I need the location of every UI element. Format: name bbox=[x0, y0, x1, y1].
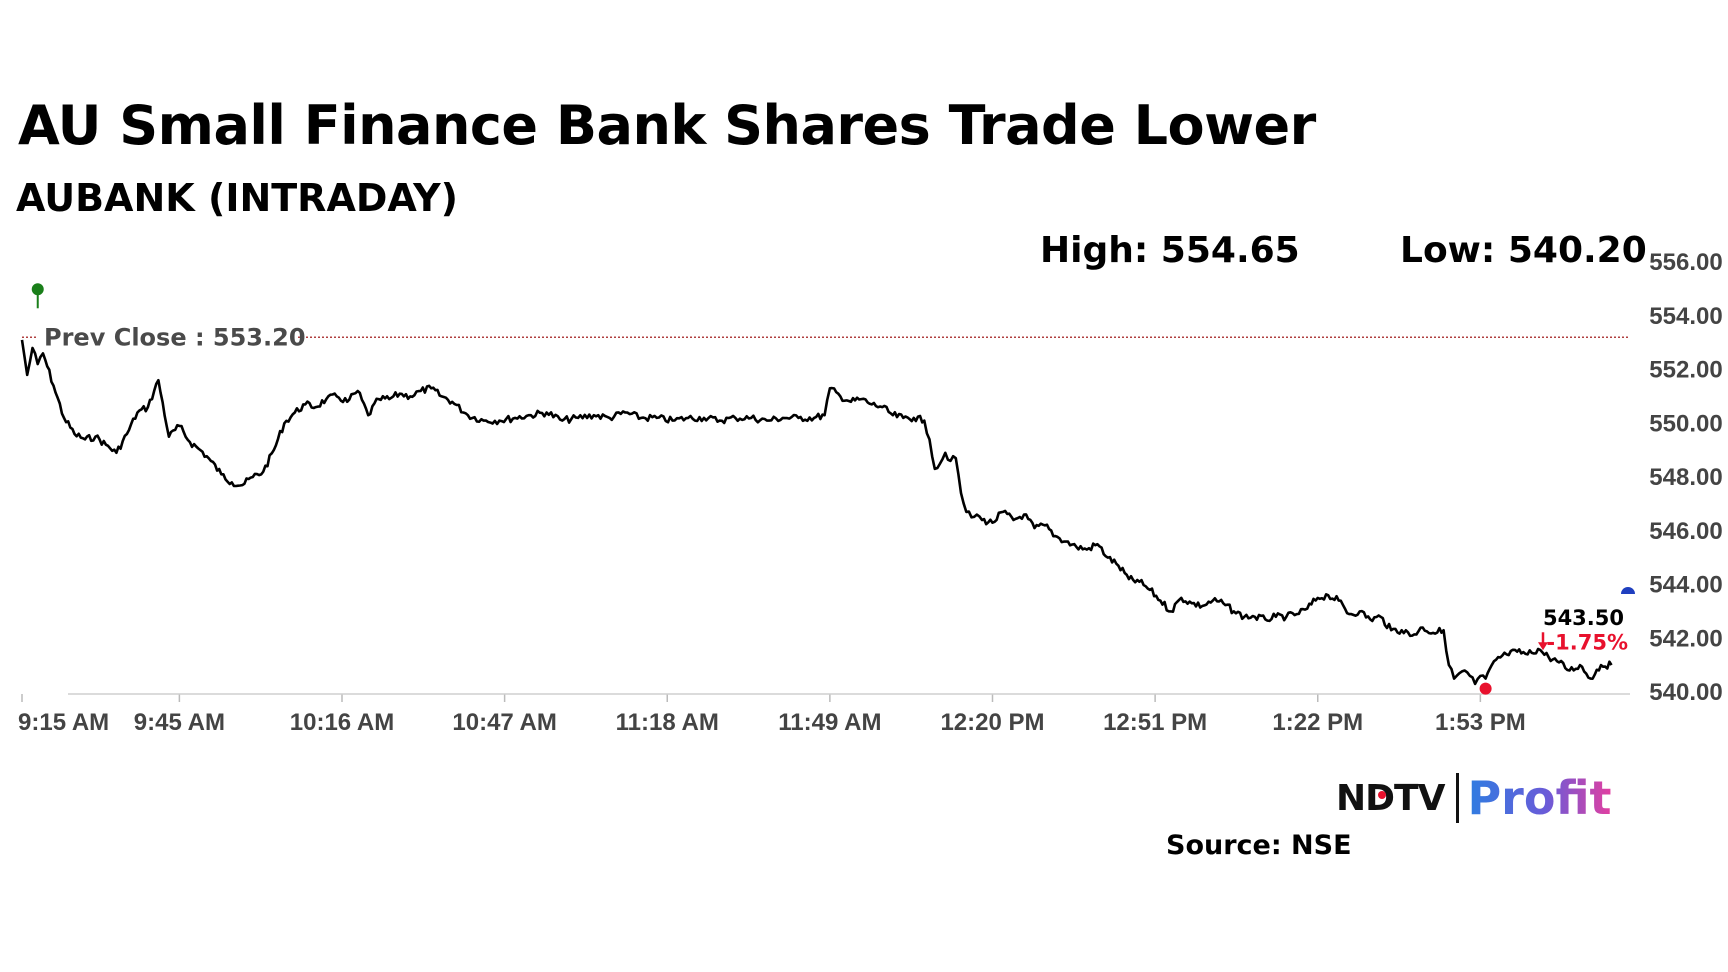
chart-subtitle: AUBANK (INTRADAY) bbox=[16, 176, 459, 220]
prev-close-label-bg bbox=[38, 323, 296, 352]
ndtv-profit-logo: NDTV Profit bbox=[1336, 770, 1612, 826]
price-series-line bbox=[20, 339, 1613, 686]
x-tick-label: 10:47 AM bbox=[452, 709, 556, 736]
logo-ndtv-text: NDTV bbox=[1336, 777, 1445, 819]
x-tick-label: 11:49 AM bbox=[778, 709, 881, 736]
x-axis-ticks: 9:15 AM 9:45 AM 10:16 AM 10:47 AM 11:18 AM 11… bbox=[18, 694, 1526, 736]
logo-red-dot bbox=[1378, 791, 1386, 799]
day-high-stat: High: 554.65 bbox=[1040, 230, 1300, 271]
day-low-stat: Low: 540.20 bbox=[1400, 230, 1647, 271]
arrow-down-icon bbox=[1538, 632, 1548, 651]
y-axis-ticks: 540.00 542.00 544.00 546.00 548.00 550.00 552.… bbox=[1649, 249, 1722, 706]
prev-close-label: Prev Close : 553.20 bbox=[44, 323, 306, 351]
y-tick-label: 556.00 bbox=[1649, 249, 1722, 276]
x-tick-label: 9:45 AM bbox=[134, 709, 225, 736]
y-tick-label: 542.00 bbox=[1649, 625, 1722, 652]
y-tick-label: 546.00 bbox=[1649, 518, 1722, 545]
source-note: Source: NSE bbox=[1166, 830, 1352, 861]
arrow-head bbox=[1538, 642, 1548, 651]
logo-divider bbox=[1456, 773, 1460, 823]
y-tick-label: 544.00 bbox=[1649, 572, 1722, 599]
day-high-marker bbox=[31, 283, 44, 309]
x-tick-label: 9:15 AM bbox=[18, 709, 109, 736]
x-tick-label: 1:53 PM bbox=[1435, 709, 1526, 736]
y-tick-label: 550.00 bbox=[1649, 410, 1722, 437]
high-marker-dot bbox=[31, 283, 44, 296]
logo-profit-text: Profit bbox=[1467, 771, 1612, 825]
x-tick-label: 10:16 AM bbox=[290, 709, 394, 736]
day-low-marker bbox=[1479, 682, 1492, 695]
x-tick-label: 12:20 PM bbox=[940, 709, 1044, 736]
last-price-marker bbox=[1621, 586, 1635, 594]
x-tick-label: 1:22 PM bbox=[1272, 709, 1363, 736]
change-percent-label: -1.75% bbox=[1546, 630, 1628, 654]
chart-title: AU Small Finance Bank Shares Trade Lower bbox=[18, 94, 1316, 157]
x-tick-label: 12:51 PM bbox=[1103, 709, 1207, 736]
y-tick-label: 540.00 bbox=[1649, 679, 1722, 706]
x-tick-label: 11:18 AM bbox=[616, 709, 719, 736]
y-tick-label: 548.00 bbox=[1649, 464, 1722, 491]
y-tick-label: 554.00 bbox=[1649, 303, 1722, 330]
y-tick-label: 552.00 bbox=[1649, 357, 1722, 384]
last-price-label: 543.50 bbox=[1543, 606, 1624, 630]
